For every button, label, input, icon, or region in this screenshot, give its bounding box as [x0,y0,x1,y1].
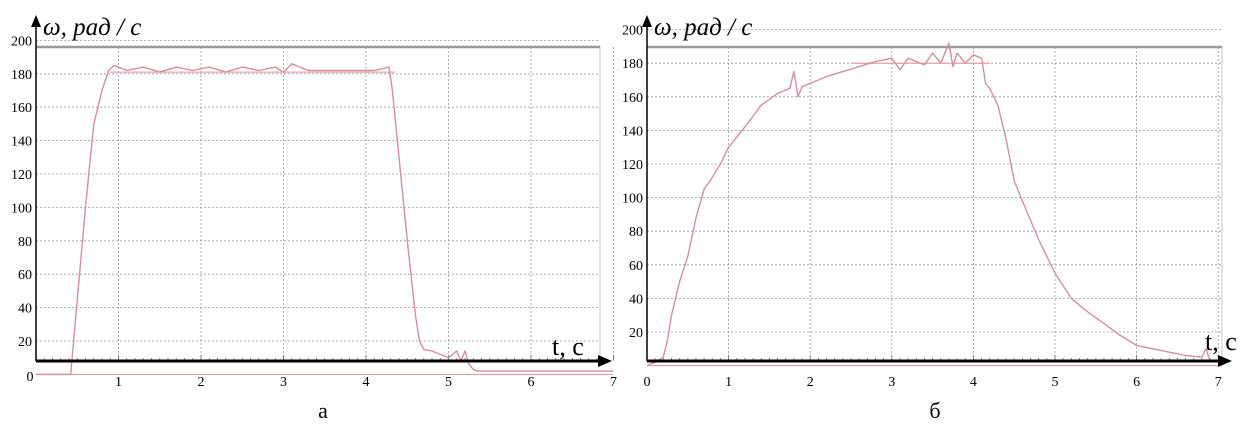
y-tick-label: 160 [622,91,643,106]
y-axis-label: ω, рад / с [654,14,752,41]
x-tick-label: 4 [363,375,370,390]
x-tick-label: 0 [644,375,651,390]
x-tick-label: 5 [1052,375,1059,390]
x-tick-label: 6 [528,375,535,390]
x-tick-label: 3 [280,375,287,390]
y-tick-label: 40 [629,292,643,307]
y-tick-label: 80 [18,235,32,250]
x-tick-label: 7 [1215,375,1222,390]
plot-frame [35,46,601,362]
chart-b-group: 20 40 60 80 100 120 140 160 180 200 0 1 2 3 4 5 6 7 ω, рад… [622,14,1237,390]
chart-b-caption: б [929,398,940,423]
y-tick-label: 180 [11,68,32,83]
chart-a-group: 20 40 60 80 100 120 140 160 180 200 1 2 3 4 5 6 7 0 ω, рад… [11,14,617,390]
origin-label: 0 [27,370,34,385]
x-axis-arrow [1218,355,1232,367]
y-axis-arrow [31,15,41,27]
y-tick-label: 20 [18,335,32,350]
series-line [646,42,1219,367]
y-tick-label: 180 [622,57,643,72]
y-tick-label: 100 [622,192,643,207]
y-tick-label: 80 [629,225,643,240]
y-tick-label: 120 [11,168,32,183]
x-tick-label: 6 [1133,375,1140,390]
plot-frame [646,46,1223,362]
y-axis-arrow [642,15,652,27]
x-tick-label: 2 [807,375,814,390]
y-tick-label: 140 [622,124,643,139]
y-tick-label: 200 [622,24,643,39]
x-tick-label: 3 [888,375,895,390]
y-tick-label: 100 [11,201,32,216]
x-axis-label: t, с [1205,327,1237,356]
x-axis-arrow [598,355,612,367]
x-tick-label: 1 [725,375,732,390]
x-axis-label: t, с [552,332,584,361]
x-tick-label: 4 [970,375,977,390]
y-tick-label: 20 [629,326,643,341]
series-line [36,63,614,376]
y-tick-label: 60 [18,268,32,283]
y-axis-label: ω, рад / с [43,14,141,41]
y-tick-label: 200 [11,34,32,49]
y-tick-label: 160 [11,101,32,116]
x-tick-label: 2 [198,375,205,390]
chart-a-caption: а [318,398,328,423]
y-tick-label: 120 [622,158,643,173]
y-tick-label: 40 [18,302,32,317]
x-tick-label: 1 [115,375,122,390]
x-tick-label: 5 [445,375,452,390]
y-tick-label: 60 [629,259,643,274]
x-tick-label: 7 [610,375,617,390]
y-tick-label: 140 [11,135,32,150]
